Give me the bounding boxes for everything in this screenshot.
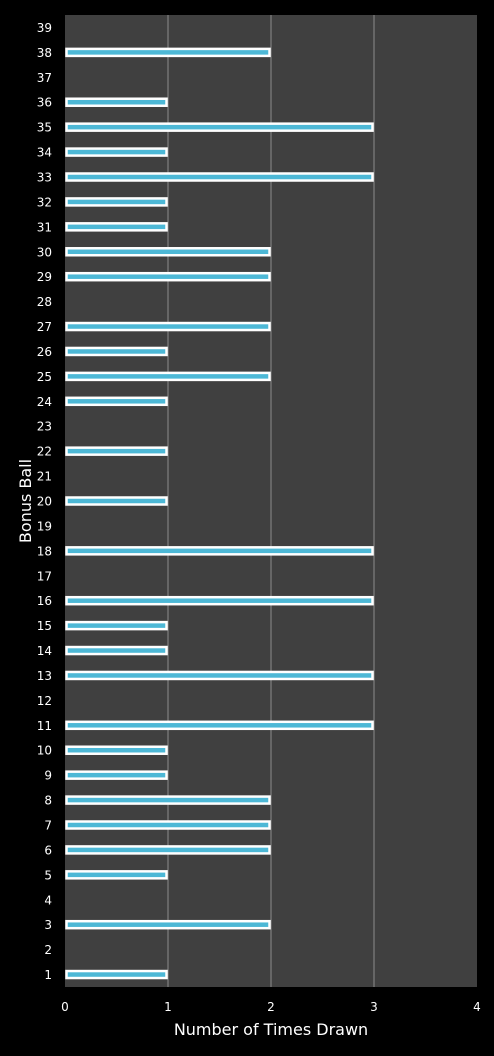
bar: [65, 371, 271, 382]
y-tick-label: 27: [37, 320, 52, 334]
y-tick-label: 16: [37, 594, 52, 608]
y-tick-label: 34: [37, 146, 52, 160]
y-tick-label: 36: [37, 96, 52, 110]
y-tick-label: 4: [44, 893, 52, 907]
bar: [65, 396, 168, 407]
x-tick-label: 2: [267, 1000, 275, 1014]
bar: [65, 645, 168, 656]
y-tick-label: 12: [37, 694, 52, 708]
bar: [65, 47, 271, 58]
bar: [65, 321, 271, 332]
bar: [65, 122, 374, 132]
y-tick-label: 23: [37, 420, 52, 434]
bar: [65, 222, 168, 232]
y-tick-labels: 1234567891011121314151617181920212223242…: [37, 21, 52, 982]
y-tick-label: 9: [44, 769, 52, 783]
bar: [65, 147, 168, 157]
y-tick-label: 15: [37, 619, 52, 633]
y-tick-label: 37: [37, 71, 52, 85]
bar: [65, 770, 168, 780]
bar: [65, 446, 168, 456]
bar: [65, 172, 374, 182]
y-tick-label: 28: [37, 295, 52, 309]
bar: [65, 820, 271, 830]
y-tick-label: 1: [44, 968, 52, 982]
y-tick-label: 8: [44, 794, 52, 808]
x-tick-label: 3: [370, 1000, 378, 1014]
y-tick-label: 11: [37, 719, 52, 733]
y-tick-label: 3: [44, 918, 52, 932]
bar: [65, 795, 271, 805]
y-tick-label: 22: [37, 445, 52, 459]
y-tick-label: 10: [37, 744, 52, 758]
y-tick-label: 14: [37, 644, 52, 658]
y-tick-label: 35: [37, 121, 52, 135]
y-tick-label: 19: [37, 519, 52, 533]
y-tick-label: 6: [44, 843, 52, 857]
bar: [65, 745, 168, 755]
x-tick-label: 1: [164, 1000, 172, 1014]
bar: [65, 197, 168, 207]
y-tick-label: 24: [37, 395, 52, 409]
y-tick-label: 5: [44, 868, 52, 882]
bar: [65, 346, 168, 357]
y-tick-label: 29: [37, 270, 52, 284]
y-tick-label: 38: [37, 46, 52, 60]
bar: [65, 247, 271, 257]
y-tick-label: 2: [44, 943, 52, 957]
y-tick-label: 18: [37, 544, 52, 558]
y-tick-label: 17: [37, 569, 52, 583]
x-axis-title: Number of Times Drawn: [174, 1020, 368, 1039]
bar: [65, 969, 168, 980]
bar: [65, 97, 168, 107]
x-tick-label: 0: [61, 1000, 69, 1014]
y-tick-label: 31: [37, 220, 52, 234]
y-tick-label: 30: [37, 245, 52, 259]
bar: [65, 546, 374, 556]
bars: [65, 47, 374, 980]
bar: [65, 620, 168, 631]
bar: [65, 720, 374, 731]
bar: [65, 670, 374, 681]
x-tick-labels: 0 1 2 3 4: [61, 1000, 481, 1014]
bar: [65, 595, 374, 606]
x-tick-label: 4: [473, 1000, 481, 1014]
y-tick-label: 7: [44, 819, 52, 833]
y-tick-label: 25: [37, 370, 52, 384]
y-tick-label: 26: [37, 345, 52, 359]
y-tick-label: 33: [37, 171, 52, 185]
y-tick-label: 39: [37, 21, 52, 35]
bar: [65, 271, 271, 282]
y-axis-title: Bonus Ball: [16, 459, 35, 543]
y-tick-label: 21: [37, 470, 52, 484]
bar: [65, 919, 271, 930]
y-tick-label: 20: [37, 495, 52, 509]
bar: [65, 870, 168, 880]
bar: [65, 845, 271, 855]
bar: [65, 496, 168, 506]
y-tick-label: 32: [37, 195, 52, 209]
y-tick-label: 13: [37, 669, 52, 683]
